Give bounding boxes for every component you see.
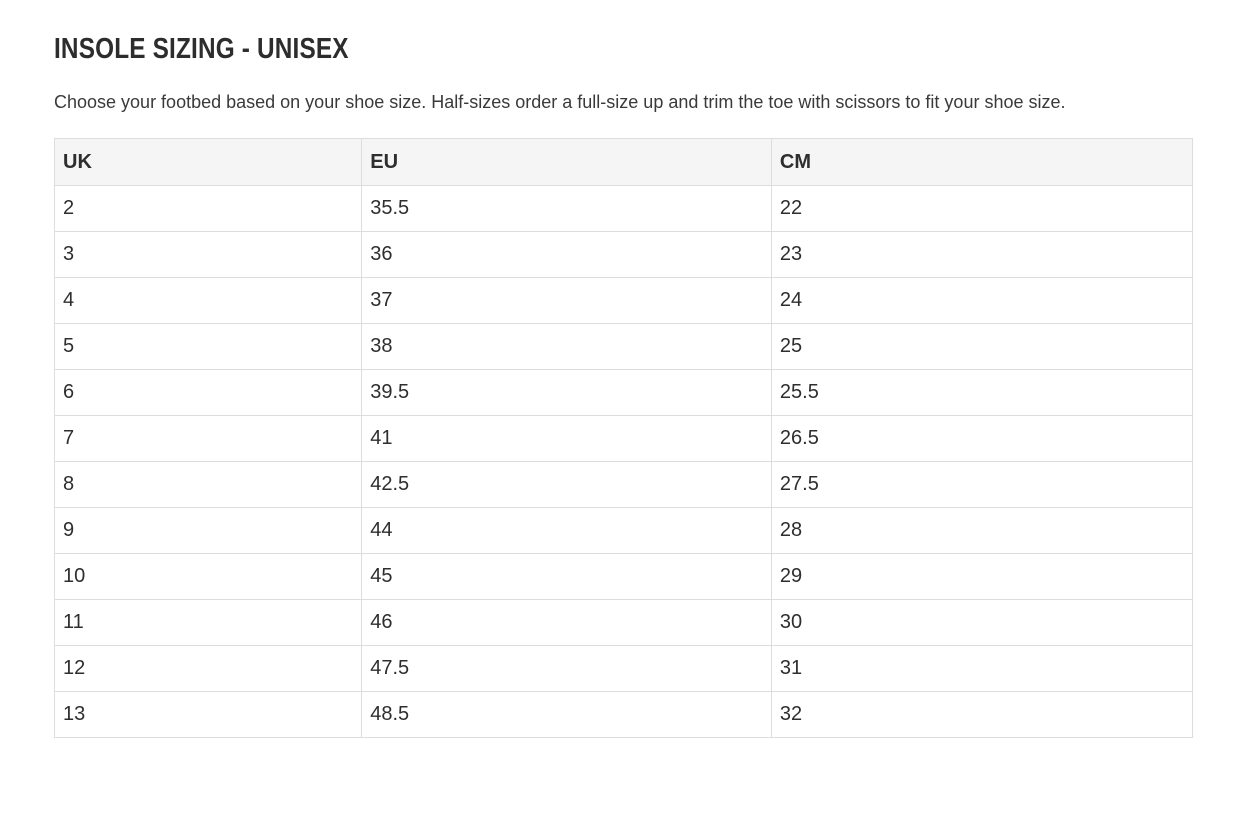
- page-title: INSOLE SIZING - UNISEX: [54, 33, 349, 65]
- cell-uk: 4: [53, 277, 363, 324]
- cell-eu: 41: [361, 415, 772, 462]
- cell-uk: 9: [53, 507, 363, 554]
- cell-uk: 8: [53, 461, 363, 508]
- table-row: 7 41 26.5: [53, 415, 1194, 462]
- cell-uk: 12: [53, 645, 363, 692]
- cell-cm: 30: [770, 599, 1194, 646]
- cell-cm: 27.5: [770, 461, 1194, 508]
- cell-uk: 6: [53, 369, 363, 416]
- table-row: 11 46 30: [53, 599, 1194, 646]
- cell-cm: 25.5: [770, 369, 1194, 416]
- cell-uk: 7: [53, 415, 363, 462]
- cell-uk: 2: [53, 185, 363, 232]
- cell-eu: 37: [361, 277, 772, 324]
- insole-sizing-page: INSOLE SIZING - UNISEX Choose your footb…: [0, 35, 1248, 827]
- cell-cm: 22: [770, 185, 1194, 232]
- column-header-eu: EU: [361, 138, 772, 186]
- cell-eu: 48.5: [361, 691, 772, 738]
- insole-sizing-section: INSOLE SIZING - UNISEX Choose your footb…: [53, 33, 1194, 738]
- cell-eu: 46: [361, 599, 772, 646]
- cell-cm: 31: [770, 645, 1194, 692]
- table-row: 10 45 29: [53, 553, 1194, 600]
- cell-cm: 23: [770, 231, 1194, 278]
- table-row: 4 37 24: [53, 277, 1194, 324]
- table-row: 5 38 25: [53, 323, 1194, 370]
- cell-uk: 10: [53, 553, 363, 600]
- cell-eu: 38: [361, 323, 772, 370]
- cell-uk: 3: [53, 231, 363, 278]
- cell-eu: 39.5: [361, 369, 772, 416]
- cell-cm: 32: [770, 691, 1194, 738]
- cell-cm: 25: [770, 323, 1194, 370]
- sizing-table: UK EU CM 2 35.5 22 3 36 23 4 37: [53, 138, 1194, 738]
- cell-uk: 11: [53, 599, 363, 646]
- column-header-uk: UK: [53, 138, 363, 186]
- column-header-cm: CM: [770, 138, 1194, 186]
- cell-eu: 44: [361, 507, 772, 554]
- cell-eu: 42.5: [361, 461, 772, 508]
- cell-eu: 36: [361, 231, 772, 278]
- table-row: 13 48.5 32: [53, 691, 1194, 738]
- table-row: 9 44 28: [53, 507, 1194, 554]
- table-row: 12 47.5 31: [53, 645, 1194, 692]
- cell-uk: 5: [53, 323, 363, 370]
- cell-cm: 28: [770, 507, 1194, 554]
- table-row: 2 35.5 22: [53, 185, 1194, 232]
- cell-eu: 35.5: [361, 185, 772, 232]
- table-row: 3 36 23: [53, 231, 1194, 278]
- cell-cm: 29: [770, 553, 1194, 600]
- cell-cm: 24: [770, 277, 1194, 324]
- cell-uk: 13: [53, 691, 363, 738]
- sizing-description: Choose your footbed based on your shoe s…: [54, 92, 1066, 112]
- cell-cm: 26.5: [770, 415, 1194, 462]
- table-row: 6 39.5 25.5: [53, 369, 1194, 416]
- cell-eu: 45: [361, 553, 772, 600]
- header-row: UK EU CM: [53, 138, 1194, 186]
- cell-eu: 47.5: [361, 645, 772, 692]
- table-row: 8 42.5 27.5: [53, 461, 1194, 508]
